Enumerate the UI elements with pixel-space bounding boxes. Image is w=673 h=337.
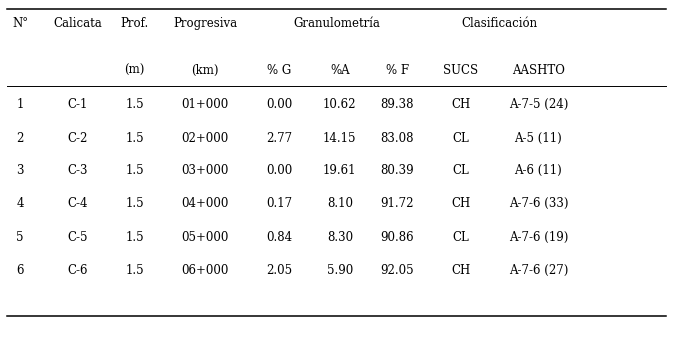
Text: 04+000: 04+000: [182, 197, 229, 210]
Text: 10.62: 10.62: [323, 98, 357, 111]
Text: 0.00: 0.00: [266, 164, 293, 177]
Text: 0.00: 0.00: [266, 98, 293, 111]
Text: C-2: C-2: [67, 132, 87, 145]
Text: 4: 4: [16, 197, 24, 210]
Text: C-3: C-3: [67, 164, 87, 177]
Text: Prof.: Prof.: [120, 17, 149, 30]
Text: 02+000: 02+000: [182, 132, 229, 145]
Text: 80.39: 80.39: [380, 164, 414, 177]
Text: Clasificación: Clasificación: [461, 17, 538, 30]
Text: % G: % G: [267, 64, 291, 77]
Text: 1: 1: [17, 98, 24, 111]
Text: C-4: C-4: [67, 197, 87, 210]
Text: 2: 2: [17, 132, 24, 145]
Text: SUCS: SUCS: [444, 64, 479, 77]
Text: A-7-5 (24): A-7-5 (24): [509, 98, 568, 111]
Text: 3: 3: [16, 164, 24, 177]
Text: A-5 (11): A-5 (11): [515, 132, 562, 145]
Text: %A: %A: [330, 64, 350, 77]
Text: C-5: C-5: [67, 231, 87, 244]
Text: A-7-6 (33): A-7-6 (33): [509, 197, 568, 210]
Text: CH: CH: [452, 197, 470, 210]
Text: CL: CL: [453, 132, 469, 145]
Text: 92.05: 92.05: [380, 264, 414, 277]
Text: 14.15: 14.15: [323, 132, 357, 145]
Text: 5: 5: [16, 231, 24, 244]
Text: C-6: C-6: [67, 264, 87, 277]
Text: 19.61: 19.61: [323, 164, 357, 177]
Text: (km): (km): [192, 64, 219, 77]
Text: 90.86: 90.86: [380, 231, 414, 244]
Text: Progresiva: Progresiva: [173, 17, 238, 30]
Text: A-6 (11): A-6 (11): [515, 164, 562, 177]
Text: 0.17: 0.17: [267, 197, 292, 210]
Text: 6: 6: [16, 264, 24, 277]
Text: 91.72: 91.72: [380, 197, 414, 210]
Text: 06+000: 06+000: [182, 264, 229, 277]
Text: AASHTO: AASHTO: [512, 64, 565, 77]
Text: 89.38: 89.38: [380, 98, 414, 111]
Text: Calicata: Calicata: [53, 17, 102, 30]
Text: 2.77: 2.77: [267, 132, 292, 145]
Text: N°: N°: [12, 17, 28, 30]
Text: 1.5: 1.5: [125, 98, 144, 111]
Text: 01+000: 01+000: [182, 98, 229, 111]
Text: (m): (m): [125, 64, 145, 77]
Text: CL: CL: [453, 164, 469, 177]
Text: 03+000: 03+000: [182, 164, 229, 177]
Text: 83.08: 83.08: [380, 132, 414, 145]
Text: C-1: C-1: [67, 98, 87, 111]
Text: Granulometría: Granulometría: [293, 17, 380, 30]
Text: % F: % F: [386, 64, 409, 77]
Text: 0.84: 0.84: [267, 231, 292, 244]
Text: 1.5: 1.5: [125, 197, 144, 210]
Text: CH: CH: [452, 264, 470, 277]
Text: 1.5: 1.5: [125, 132, 144, 145]
Text: 1.5: 1.5: [125, 164, 144, 177]
Text: CH: CH: [452, 98, 470, 111]
Text: CL: CL: [453, 231, 469, 244]
Text: 1.5: 1.5: [125, 231, 144, 244]
Text: 05+000: 05+000: [182, 231, 229, 244]
Text: 5.90: 5.90: [326, 264, 353, 277]
Text: 8.30: 8.30: [327, 231, 353, 244]
Text: A-7-6 (27): A-7-6 (27): [509, 264, 568, 277]
Text: 2.05: 2.05: [267, 264, 292, 277]
Text: A-7-6 (19): A-7-6 (19): [509, 231, 568, 244]
Text: 8.10: 8.10: [327, 197, 353, 210]
Text: 1.5: 1.5: [125, 264, 144, 277]
